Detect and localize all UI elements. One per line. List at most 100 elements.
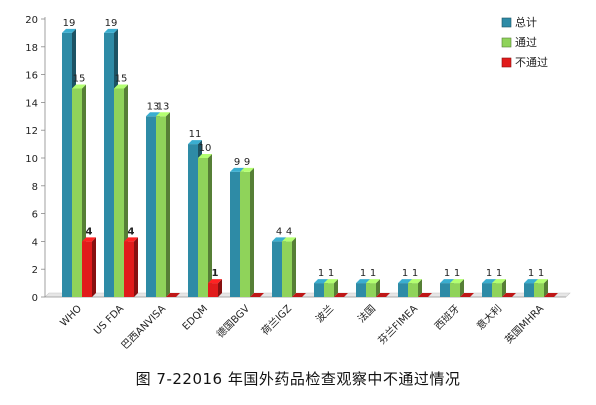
bar [198,154,212,297]
category-label: 巴西ANVISA [119,303,168,352]
bar-top [230,167,244,172]
bar-zero [418,293,432,297]
value-label: 15 [73,74,86,85]
category-label: 法国 [355,302,378,325]
bar-top [240,167,254,172]
y-tick-label: 10 [25,154,38,165]
bar [460,293,474,297]
bar-front [482,283,492,297]
value-label: 15 [115,74,128,85]
bar-front [492,283,502,297]
value-label: 1 [360,268,366,279]
category-label: 芬兰FIMEA [375,302,420,347]
value-label: 1 [328,268,334,279]
value-label: 10 [199,143,212,154]
y-tick-label: 20 [25,15,38,26]
y-tick-label: 4 [32,237,38,248]
bar [208,279,222,297]
category-label: 英国MHRA [502,302,546,346]
value-label: 1 [486,268,492,279]
bar-front [188,144,198,297]
bar-top [188,140,202,145]
bar-top [208,279,222,284]
category-label: 意大利 [474,302,504,332]
bar-top [534,279,548,284]
bar [82,237,96,297]
bar-top [156,112,170,117]
bar-side [134,237,138,297]
bar [240,167,254,297]
bar-front [366,283,376,297]
value-label: 11 [189,129,202,140]
bar-front [408,283,418,297]
bar-zero [292,293,306,297]
bar-side [460,279,464,297]
bar-zero [376,293,390,297]
bar [324,279,338,297]
bar-side [208,154,212,297]
bar-front [282,241,292,297]
bar-zero [502,293,516,297]
value-label: 13 [147,101,160,112]
bar-side [418,279,422,297]
y-axis: 0 2 4 6 8 10 12 14 16 18 20 [25,15,46,304]
value-label: 9 [244,157,250,168]
bar-top [524,279,538,284]
bars-group [62,28,558,298]
legend-label: 通过 [515,36,537,49]
bar-front [324,283,334,297]
bar [366,279,380,297]
y-tick-label: 8 [32,182,38,193]
bar-top [398,279,412,284]
value-label: 1 [402,268,408,279]
bar [492,279,506,297]
bar [334,293,348,297]
value-label: 9 [234,157,240,168]
bar-front [314,283,324,297]
bar-top [408,279,422,284]
category-label: 西班牙 [432,303,462,333]
bar-zero [460,293,474,297]
legend-label: 不通过 [515,56,548,69]
category-label: 荷兰IGZ [258,302,294,338]
bar-front [62,32,72,298]
bar-front [356,283,366,297]
bar-top [314,279,328,284]
bar-top [482,279,496,284]
bar-front [198,158,208,297]
bar [408,279,422,297]
bar-top [104,28,118,33]
value-label: 13 [157,101,170,112]
bar [534,279,548,297]
bar-front [230,171,240,297]
bar [502,293,516,297]
bar-top [440,279,454,284]
value-label: 1 [212,268,219,279]
bar-front [146,116,156,297]
bar [450,279,464,297]
bar-side [166,112,170,297]
bar-top [82,237,96,242]
bar [124,237,138,297]
value-label: 19 [105,18,118,29]
legend-swatch [501,37,512,48]
category-label: 波兰 [313,302,336,325]
value-label: 4 [128,226,135,237]
bar-side [376,279,380,297]
bar-front [450,283,460,297]
bar-top [492,279,506,284]
legend-swatch [501,17,512,28]
bar-front [156,116,166,297]
bar-top [124,237,138,242]
bar-front [82,241,92,297]
bar-zero [544,293,558,297]
bar-front [272,241,282,297]
bar-top [324,279,338,284]
value-label: 1 [318,268,324,279]
bar [376,293,390,297]
bar [166,293,180,297]
